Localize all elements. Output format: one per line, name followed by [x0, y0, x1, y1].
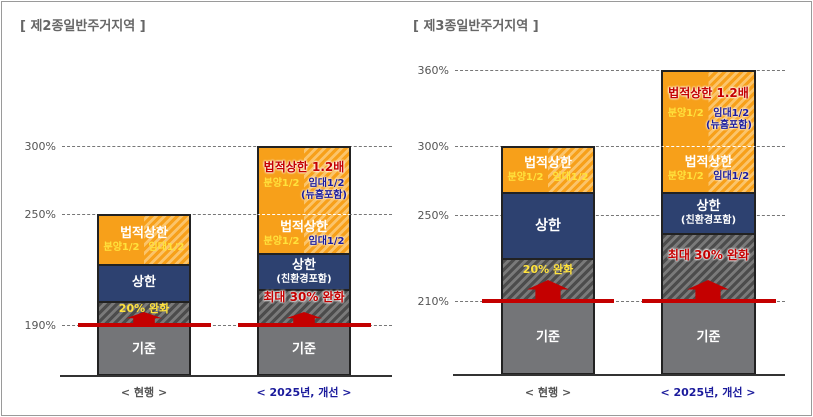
- up-arrow-icon: [527, 280, 569, 301]
- segment-label: 법적상한: [280, 219, 328, 235]
- segment-label: 최대 30% 완화: [667, 248, 750, 262]
- base-segment: 기준: [501, 301, 595, 375]
- tick-label: 210%: [417, 295, 449, 308]
- legal-limit-segment: 법적상한 분양1/2 임대1/2: [661, 146, 756, 194]
- x-label-current: < 현행 >: [524, 386, 572, 399]
- x-label-improved: < 2025년, 개선 >: [660, 386, 756, 399]
- base-segment: 기준: [97, 325, 191, 376]
- panel-title: [ 제2종일반주거지역 ]: [20, 19, 146, 34]
- gridline: [455, 146, 785, 147]
- sale-label: 분양1/2: [667, 108, 704, 120]
- tick-label: 300%: [417, 140, 449, 153]
- base-segment: 기준: [257, 325, 351, 376]
- rent-label: 임대1/2: [713, 171, 750, 183]
- segment-label: 법적상한 1.2배: [668, 85, 749, 100]
- upper-limit-segment: 상한: [501, 192, 595, 260]
- x-label-improved: < 2025년, 개선 >: [256, 386, 352, 399]
- rent-label: 임대1/2: [552, 171, 589, 183]
- sale-label: 분양1/2: [507, 171, 544, 183]
- rent-label: 임대1/2: [308, 235, 345, 247]
- gridline: [455, 301, 785, 302]
- legal-limit-1.2x-segment: 법적상한 1.2배 분양1/2 임대1/2 (뉴홈포함): [661, 70, 756, 148]
- segment-label: 법적상한: [684, 155, 733, 171]
- panel-title: [ 제3종일반주거지역 ]: [413, 19, 539, 34]
- base-line: [482, 299, 614, 303]
- up-arrow-icon: [126, 312, 162, 326]
- tick-label: 190%: [24, 319, 56, 332]
- segment-label: 기준: [132, 342, 156, 358]
- legal-limit-segment: 법적상한 분양1/2 임대1/2: [257, 214, 351, 255]
- gridline: [62, 146, 392, 147]
- sale-label: 분양1/2: [263, 178, 300, 190]
- tick-label: 300%: [24, 140, 56, 153]
- gridline: [455, 70, 785, 71]
- segment-label: 기준: [536, 329, 560, 345]
- base-line: [78, 323, 211, 327]
- rent-label: 임대1/2: [308, 178, 345, 190]
- rent-label: 임대1/2: [713, 108, 750, 120]
- upper-limit-segment: 상한 (친환경포함): [661, 192, 756, 235]
- sale-label: 분양1/2: [103, 241, 140, 253]
- x-axis: [60, 375, 392, 377]
- x-axis: [453, 374, 785, 376]
- legal-limit-1.2x-segment: 법적상한 1.2배 분양1/2 임대1/2 (뉴홈포함): [257, 146, 351, 216]
- base-line: [642, 299, 776, 303]
- sale-label: 분양1/2: [263, 235, 300, 247]
- rent-note: (뉴홈포함): [301, 189, 347, 201]
- segment-label: 기준: [696, 329, 721, 345]
- tick-label: 250%: [24, 208, 56, 221]
- up-arrow-icon: [687, 280, 729, 301]
- segment-label: 상한: [535, 217, 561, 234]
- segment-label: 상한: [292, 257, 316, 273]
- tick-label: 360%: [417, 64, 449, 77]
- segment-label: 기준: [292, 342, 316, 358]
- x-label-current: < 현행 >: [120, 386, 168, 399]
- base-line: [238, 323, 371, 327]
- segment-label: 법적상한: [120, 225, 168, 241]
- segment-label: 상한: [696, 199, 721, 215]
- base-segment: 기준: [661, 301, 756, 375]
- segment-label: 상한: [132, 275, 156, 291]
- upper-limit-segment: 상한: [97, 264, 191, 303]
- segment-label: 20% 완화: [522, 263, 574, 276]
- legal-limit-segment: 법적상한 분양1/2 임대1/2: [97, 214, 191, 266]
- legal-limit-segment: 법적상한 분양1/2 임대1/2: [501, 146, 595, 194]
- upper-limit-segment: 상한 (친환경포함): [257, 253, 351, 291]
- segment-note: (친환경포함): [276, 273, 332, 285]
- sale-label: 분양1/2: [667, 171, 704, 183]
- segment-label: 20% 완화: [118, 302, 170, 315]
- gridline: [455, 215, 785, 216]
- rent-label: 임대1/2: [148, 241, 185, 253]
- segment-note: (친환경포함): [680, 215, 737, 227]
- segment-label: 법적상한 1.2배: [263, 159, 345, 174]
- segment-label: 법적상한: [524, 155, 572, 171]
- tick-label: 250%: [417, 209, 449, 222]
- rent-note: (뉴홈포함): [706, 119, 752, 131]
- segment-label: 최대 30% 완화: [263, 290, 345, 304]
- gridline: [62, 214, 392, 215]
- up-arrow-icon: [286, 312, 322, 326]
- gridline: [62, 325, 392, 326]
